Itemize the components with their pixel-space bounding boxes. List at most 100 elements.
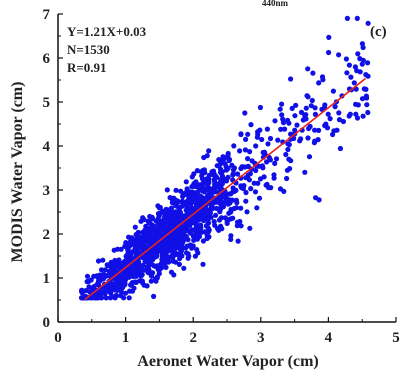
data-point: [359, 96, 366, 102]
data-point: [214, 205, 220, 211]
data-point: [325, 111, 331, 117]
header-fragment: 440nm: [262, 0, 289, 8]
data-point: [336, 52, 342, 58]
data-point: [83, 287, 89, 294]
data-point: [253, 143, 259, 149]
data-point: [303, 105, 309, 111]
data-point: [206, 207, 212, 213]
data-point: [336, 110, 342, 116]
data-point: [213, 212, 219, 218]
data-point: [141, 217, 147, 223]
data-point: [206, 180, 212, 186]
data-point: [197, 193, 203, 199]
data-point: [131, 267, 137, 273]
data-point: [173, 259, 179, 265]
data-point: [123, 240, 129, 246]
data-point: [330, 88, 336, 94]
data-point: [343, 56, 349, 62]
data-point: [179, 247, 185, 253]
data-point: [222, 161, 228, 167]
data-point: [281, 188, 287, 194]
data-point: [228, 236, 234, 242]
data-point: [189, 192, 195, 198]
data-point: [337, 145, 343, 152]
data-point: [111, 247, 117, 253]
data-point: [167, 195, 173, 201]
data-point: [126, 295, 132, 301]
data-point: [238, 205, 244, 211]
data-point: [141, 267, 147, 273]
data-point: [265, 184, 272, 191]
data-point: [354, 68, 360, 74]
data-point: [305, 135, 311, 141]
data-point: [206, 213, 212, 219]
data-point: [355, 51, 361, 57]
data-point: [326, 34, 332, 41]
data-point: [280, 116, 286, 122]
data-point: [198, 222, 204, 228]
data-point: [181, 265, 187, 271]
data-point: [312, 105, 318, 111]
data-point: [226, 210, 232, 216]
data-point: [231, 205, 237, 212]
data-point: [132, 224, 138, 230]
data-point: [114, 262, 120, 268]
x-tick-label: 1: [122, 330, 130, 346]
data-point: [285, 141, 291, 147]
data-point: [302, 169, 308, 175]
x-tick-label: 0: [54, 330, 62, 346]
data-point: [361, 86, 367, 92]
data-point: [242, 164, 248, 170]
data-point: [197, 229, 203, 235]
y-tick-label: 7: [43, 7, 51, 23]
data-point: [327, 116, 333, 122]
data-point: [102, 267, 108, 273]
data-point: [282, 126, 288, 132]
data-point: [122, 281, 128, 287]
data-point: [279, 112, 285, 118]
data-point: [225, 201, 231, 207]
data-point: [229, 197, 235, 203]
data-point: [183, 179, 189, 185]
data-point: [288, 158, 294, 164]
data-point: [119, 276, 125, 282]
data-point: [164, 187, 170, 193]
data-point: [200, 181, 206, 187]
data-point: [308, 103, 314, 109]
data-point: [277, 106, 283, 112]
data-point: [257, 127, 263, 133]
data-point: [213, 173, 219, 179]
data-point: [248, 186, 254, 192]
data-point: [326, 49, 332, 56]
data-point: [316, 197, 322, 203]
data-point: [187, 204, 193, 210]
data-point: [365, 109, 371, 116]
data-point: [360, 113, 366, 119]
data-point: [192, 253, 198, 259]
data-point: [247, 171, 253, 177]
data-point: [142, 257, 148, 263]
data-point: [86, 284, 92, 290]
data-point: [148, 273, 155, 279]
data-point: [279, 101, 285, 107]
data-point: [272, 160, 278, 166]
data-point: [164, 215, 170, 221]
data-point: [306, 154, 313, 160]
data-point: [230, 185, 236, 191]
data-point: [133, 279, 139, 285]
data-point: [243, 189, 249, 196]
data-point: [243, 198, 249, 204]
data-point: [242, 147, 248, 153]
data-point: [114, 279, 120, 285]
data-point: [233, 197, 239, 203]
data-point: [351, 80, 357, 86]
data-point: [224, 220, 230, 226]
data-point: [179, 253, 185, 259]
data-point: [354, 15, 360, 21]
data-point: [189, 174, 195, 180]
y-tick-label: 0: [43, 315, 51, 331]
data-point: [145, 230, 152, 236]
data-point: [196, 216, 202, 223]
data-point: [285, 117, 291, 123]
